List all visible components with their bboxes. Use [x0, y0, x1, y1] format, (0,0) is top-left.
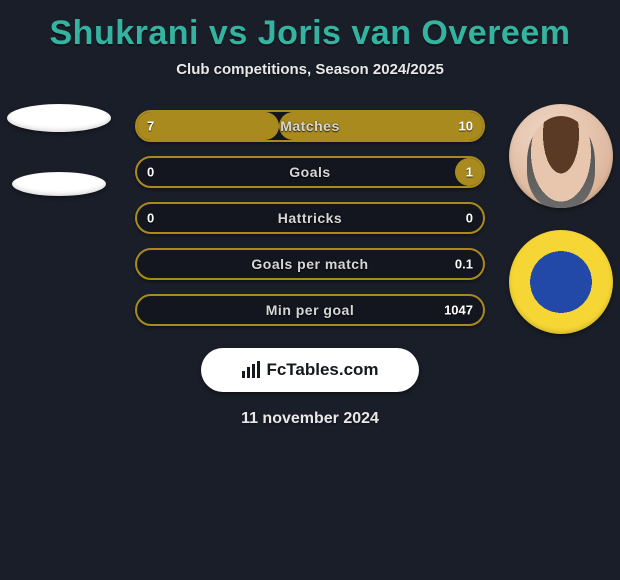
stat-label: Matches [280, 118, 340, 134]
stat-bar: 1047 Min per goal [135, 294, 485, 326]
brand-text: FcTables.com [266, 360, 378, 380]
comparison-date: 11 november 2024 [0, 410, 620, 428]
page-title: Shukrani vs Joris van Overeem [0, 0, 620, 61]
stat-value-right: 1047 [444, 303, 473, 318]
brand-bars-icon [241, 361, 263, 379]
stat-value-right: 0.1 [455, 257, 473, 272]
stat-value-left: 0 [147, 211, 154, 226]
subtitle: Club competitions, Season 2024/2025 [0, 61, 620, 78]
stat-label: Min per goal [266, 302, 354, 318]
stat-value-right: 1 [466, 165, 473, 180]
stat-value-left: 0 [147, 165, 154, 180]
player-right-crest [509, 230, 613, 334]
comparison-content: 7 10 Matches 0 1 Goals 0 0 Hattricks 0.1 Goals per… [0, 104, 620, 428]
stat-value-right: 10 [459, 119, 473, 134]
stat-label: Hattricks [278, 210, 342, 226]
player-left-photo [7, 104, 111, 132]
stat-label: Goals [289, 164, 330, 180]
brand-pill[interactable]: FcTables.com [201, 348, 419, 392]
player-left-column [4, 104, 114, 196]
stat-value-right: 0 [466, 211, 473, 226]
stat-bar: 0 1 Goals [135, 156, 485, 188]
stat-bar-fill-left [137, 112, 279, 140]
stat-bar: 7 10 Matches [135, 110, 485, 142]
stat-bars: 7 10 Matches 0 1 Goals 0 0 Hattricks 0.1 Goals per… [135, 104, 485, 326]
stat-bar: 0.1 Goals per match [135, 248, 485, 280]
stat-value-left: 7 [147, 119, 154, 134]
stat-label: Goals per match [251, 256, 368, 272]
stat-bar: 0 0 Hattricks [135, 202, 485, 234]
player-right-column [506, 104, 616, 334]
player-left-crest [12, 172, 106, 196]
player-right-photo [509, 104, 613, 208]
